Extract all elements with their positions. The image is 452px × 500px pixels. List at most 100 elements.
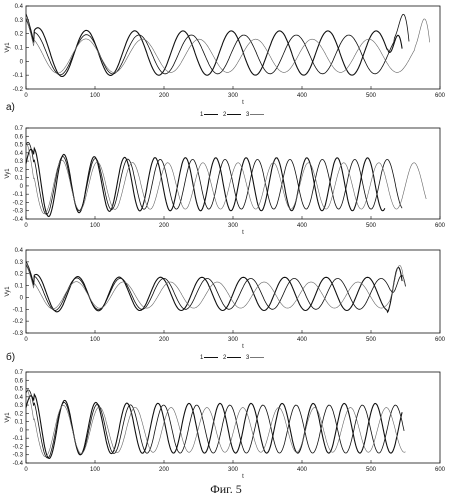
x-axis-label: t (242, 344, 244, 349)
plot-frame (26, 6, 440, 89)
x-tick-label: 300 (228, 337, 239, 343)
y-tick-label: -0.2 (13, 87, 24, 93)
x-tick-label: 400 (297, 223, 308, 229)
y-tick-label: 0.5 (15, 387, 24, 393)
y-tick-label: 0.3 (15, 260, 24, 266)
legend-item-1: 1 (200, 355, 203, 361)
y-tick-label: -0.2 (13, 444, 24, 450)
chart-panel-2: -0.4-0.3-0.2-0.100.10.20.30.40.50.60.701… (0, 122, 452, 235)
y-axis-label: Vy1 (5, 286, 11, 297)
x-tick-label: 0 (24, 223, 28, 229)
x-tick-label: 200 (159, 467, 170, 473)
x-axis-label: t (242, 230, 244, 235)
x-tick-label: 600 (435, 467, 446, 473)
y-tick-label: 0 (20, 295, 24, 301)
x-tick-label: 200 (159, 93, 170, 99)
x-tick-label: 400 (297, 467, 308, 473)
x-tick-label: 500 (366, 467, 377, 473)
panel-marker-a: а) (6, 102, 15, 113)
series-line-1 (26, 394, 402, 458)
y-tick-label: 0.7 (15, 370, 24, 376)
series-line-2 (26, 14, 409, 75)
legend-swatch (204, 357, 218, 358)
y-tick-label: -0.3 (13, 331, 24, 337)
y-tick-label: 0 (20, 59, 24, 65)
series-line-2 (26, 390, 404, 458)
y-tick-label: -0.1 (13, 307, 24, 313)
y-tick-label: 0.2 (15, 272, 24, 278)
series-line-2 (26, 142, 402, 214)
y-tick-label: 0.3 (15, 403, 24, 409)
x-tick-label: 300 (228, 467, 239, 473)
y-tick-label: 0.2 (15, 167, 24, 173)
legend-item-3: 3 (246, 355, 249, 361)
y-tick-label: 0.7 (15, 126, 24, 132)
y-tick-label: -0.1 (13, 192, 24, 198)
y-tick-label: -0.2 (13, 200, 24, 206)
plot-frame (26, 250, 440, 333)
legend-top: 1 2 3 (200, 112, 267, 118)
x-tick-label: 600 (435, 337, 446, 343)
y-tick-label: -0.3 (13, 453, 24, 459)
x-tick-label: 100 (90, 223, 101, 229)
y-axis-label: Vy1 (5, 42, 11, 53)
y-tick-label: -0.1 (13, 73, 24, 79)
figure-caption: Фиг. 5 (0, 482, 452, 497)
y-tick-label: -0.2 (13, 319, 24, 325)
chart-panel-1: -0.2-0.100.10.20.30.40100200300400500600… (0, 0, 452, 105)
legend-bottom: 1 2 3 (200, 355, 267, 361)
x-tick-label: 600 (435, 93, 446, 99)
y-tick-label: 0.4 (15, 4, 24, 10)
series-line-3 (26, 387, 406, 456)
legend-swatch (227, 114, 241, 115)
x-tick-label: 200 (159, 337, 170, 343)
y-tick-label: 0.3 (15, 159, 24, 165)
x-tick-label: 500 (366, 223, 377, 229)
x-tick-label: 400 (297, 93, 308, 99)
x-tick-label: 100 (90, 467, 101, 473)
y-tick-label: -0.3 (13, 209, 24, 215)
y-tick-label: 0.1 (15, 176, 24, 182)
y-tick-label: 0.5 (15, 143, 24, 149)
legend-item-1: 1 (200, 112, 203, 118)
y-tick-label: 0.1 (15, 420, 24, 426)
y-tick-label: 0 (20, 184, 24, 190)
x-axis-label: t (242, 474, 244, 479)
x-tick-label: 500 (366, 337, 377, 343)
y-tick-label: 0.4 (15, 395, 24, 401)
x-tick-label: 0 (24, 93, 28, 99)
y-tick-label: 0.6 (15, 134, 24, 140)
x-tick-label: 500 (366, 93, 377, 99)
legend-swatch (250, 114, 264, 115)
series-line-1 (26, 19, 402, 77)
legend-swatch (250, 357, 264, 358)
legend-item-2: 2 (223, 112, 226, 118)
y-tick-label: -0.4 (13, 217, 24, 223)
x-tick-label: 100 (90, 337, 101, 343)
y-axis-label: Vy1 (5, 168, 11, 179)
y-tick-label: -0.1 (13, 436, 24, 442)
x-axis-label: t (242, 100, 244, 105)
legend-swatch (204, 114, 218, 115)
legend-item-3: 3 (246, 112, 249, 118)
y-tick-label: 0 (20, 428, 24, 434)
x-tick-label: 100 (90, 93, 101, 99)
y-tick-label: 0.4 (15, 248, 24, 254)
y-tick-label: -0.4 (13, 461, 24, 467)
series-line-1 (26, 148, 385, 216)
legend-item-2: 2 (223, 355, 226, 361)
chart-panel-4: -0.4-0.3-0.2-0.100.10.20.30.40.50.60.701… (0, 366, 452, 479)
panel-marker-b: б) (6, 352, 15, 363)
y-tick-label: 0.1 (15, 284, 24, 290)
x-tick-label: 300 (228, 223, 239, 229)
x-tick-label: 200 (159, 223, 170, 229)
y-axis-label: Vy1 (5, 412, 11, 423)
series-line-3 (26, 142, 426, 214)
x-tick-label: 300 (228, 93, 239, 99)
x-tick-label: 600 (435, 223, 446, 229)
y-tick-label: 0.2 (15, 32, 24, 38)
y-tick-label: 0.6 (15, 378, 24, 384)
legend-swatch (227, 357, 241, 358)
series-line-3 (26, 17, 430, 73)
